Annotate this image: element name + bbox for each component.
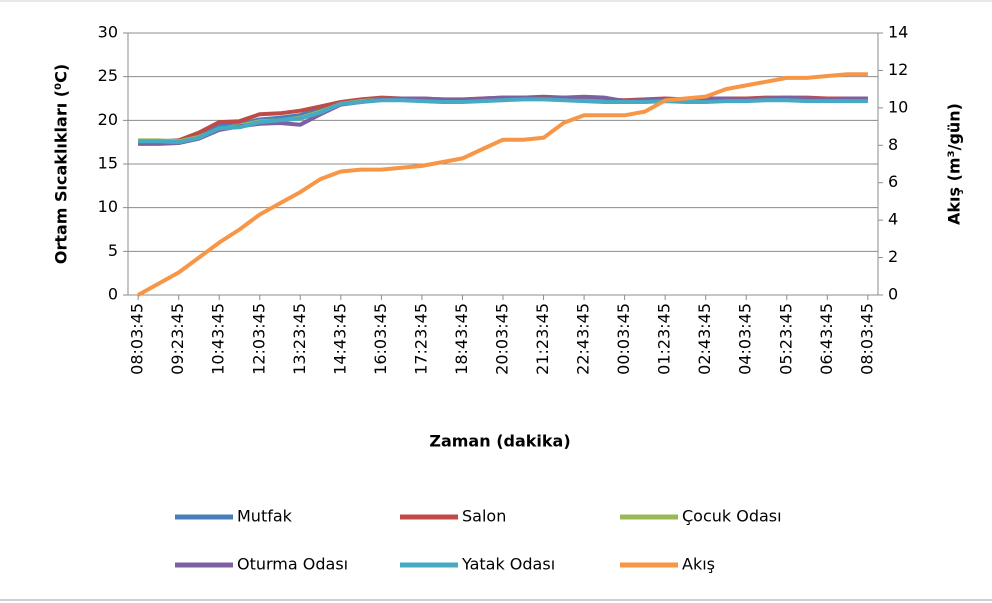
x-tick-label: 21:23:45 <box>533 303 552 375</box>
y2-axis-title: Akış (m³/gün) <box>945 103 964 225</box>
x-tick-label: 05:23:45 <box>776 303 795 375</box>
x-tick-label: 08:03:45 <box>128 303 147 375</box>
y2-tick-label: 8 <box>888 135 898 154</box>
x-tick-label: 18:43:45 <box>452 303 471 375</box>
y2-tick-label: 4 <box>888 210 898 229</box>
y-tick-label: 30 <box>98 23 118 42</box>
x-tick-label: 02:43:45 <box>695 303 714 375</box>
legend-label: Akış <box>682 555 715 574</box>
y-axis-title: Ortam Sıcaklıkları (⁰C) <box>52 64 71 264</box>
series-line <box>138 97 868 145</box>
x-tick-label: 01:23:45 <box>655 303 674 375</box>
y2-tick-label: 6 <box>888 172 898 191</box>
x-tick-label: 16:03:45 <box>371 303 390 375</box>
x-tick-label: 22:43:45 <box>574 303 593 375</box>
legend-label: Oturma Odası <box>237 555 348 574</box>
x-tick-label: 08:03:45 <box>857 303 876 375</box>
y2-tick-label: 0 <box>888 285 898 304</box>
x-axis-title: Zaman (dakika) <box>429 432 570 451</box>
y2-tick-label: 12 <box>888 60 908 79</box>
legend-label: Çocuk Odası <box>682 507 782 526</box>
y-tick-label: 10 <box>98 197 118 216</box>
y-tick-label: 15 <box>98 154 118 173</box>
x-tick-label: 06:43:45 <box>817 303 836 375</box>
legend-label: Salon <box>462 507 506 526</box>
y2-tick-label: 14 <box>888 23 908 42</box>
y-tick-label: 5 <box>108 241 118 260</box>
series-line <box>137 72 868 297</box>
legend-label: Mutfak <box>237 507 293 526</box>
y-tick-label: 20 <box>98 110 118 129</box>
x-tick-label: 13:23:45 <box>290 303 309 375</box>
x-tick-label: 00:03:45 <box>614 303 633 375</box>
x-tick-label: 17:23:45 <box>411 303 430 375</box>
x-tick-label: 10:43:45 <box>209 303 228 375</box>
x-tick-label: 04:03:45 <box>736 303 755 375</box>
y2-tick-label: 2 <box>888 247 898 266</box>
y2-tick-label: 10 <box>888 97 908 116</box>
y-tick-label: 25 <box>98 66 118 85</box>
y-tick-label: 0 <box>108 285 118 304</box>
x-tick-label: 12:03:45 <box>249 303 268 375</box>
x-tick-label: 20:03:45 <box>493 303 512 375</box>
x-tick-label: 14:43:45 <box>330 303 349 375</box>
x-tick-label: 09:23:45 <box>168 303 187 375</box>
legend-label: Yatak Odası <box>461 555 555 574</box>
